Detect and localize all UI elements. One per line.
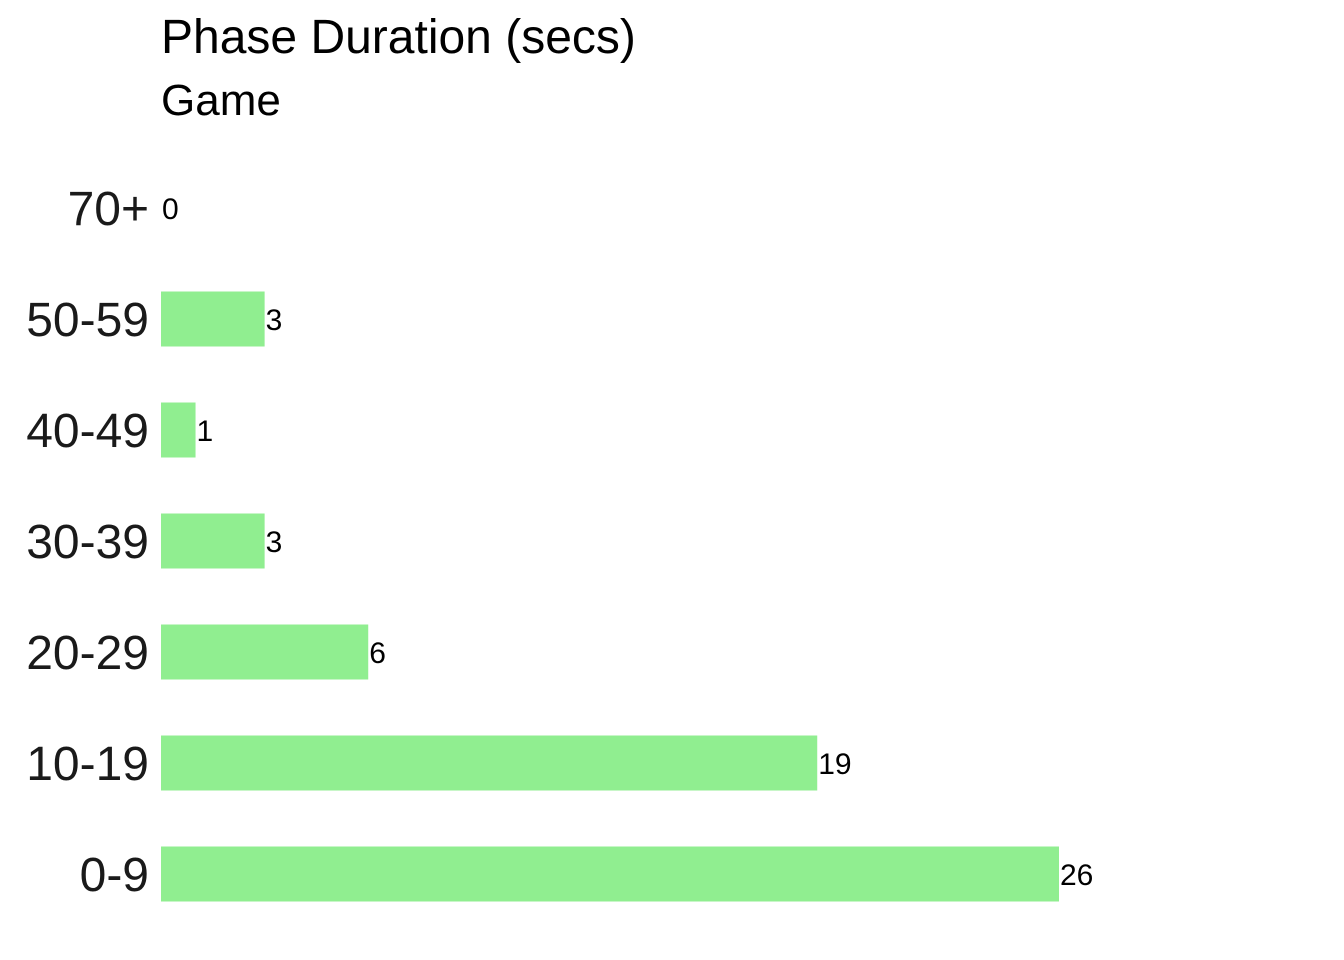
- value-label: 26: [1060, 859, 1093, 892]
- bar: [161, 624, 369, 680]
- bar: [161, 846, 1059, 902]
- bar: [161, 291, 265, 347]
- category-label: 20-29: [26, 627, 149, 680]
- value-label: 3: [266, 304, 283, 337]
- category-label: 50-59: [26, 294, 149, 347]
- value-label: 19: [818, 748, 851, 781]
- bar: [161, 513, 265, 569]
- category-label: 30-39: [26, 516, 149, 569]
- category-label: 70+: [68, 183, 149, 236]
- value-label: 1: [197, 415, 214, 448]
- category-label: 0-9: [80, 849, 149, 902]
- category-label: 10-19: [26, 738, 149, 791]
- category-label: 40-49: [26, 405, 149, 458]
- value-label: 6: [369, 637, 386, 670]
- bar-group: 70+ 0 50-59 3 40-49 1 30-39 3 20-29 6 10-19 19 0-9 26: [26, 183, 1093, 902]
- chart-subtitle: Game: [161, 76, 281, 125]
- bar: [161, 735, 818, 791]
- value-label: 3: [266, 526, 283, 559]
- chart-title: Phase Duration (secs): [161, 11, 636, 64]
- bar: [161, 402, 196, 458]
- value-label: 0: [162, 193, 179, 226]
